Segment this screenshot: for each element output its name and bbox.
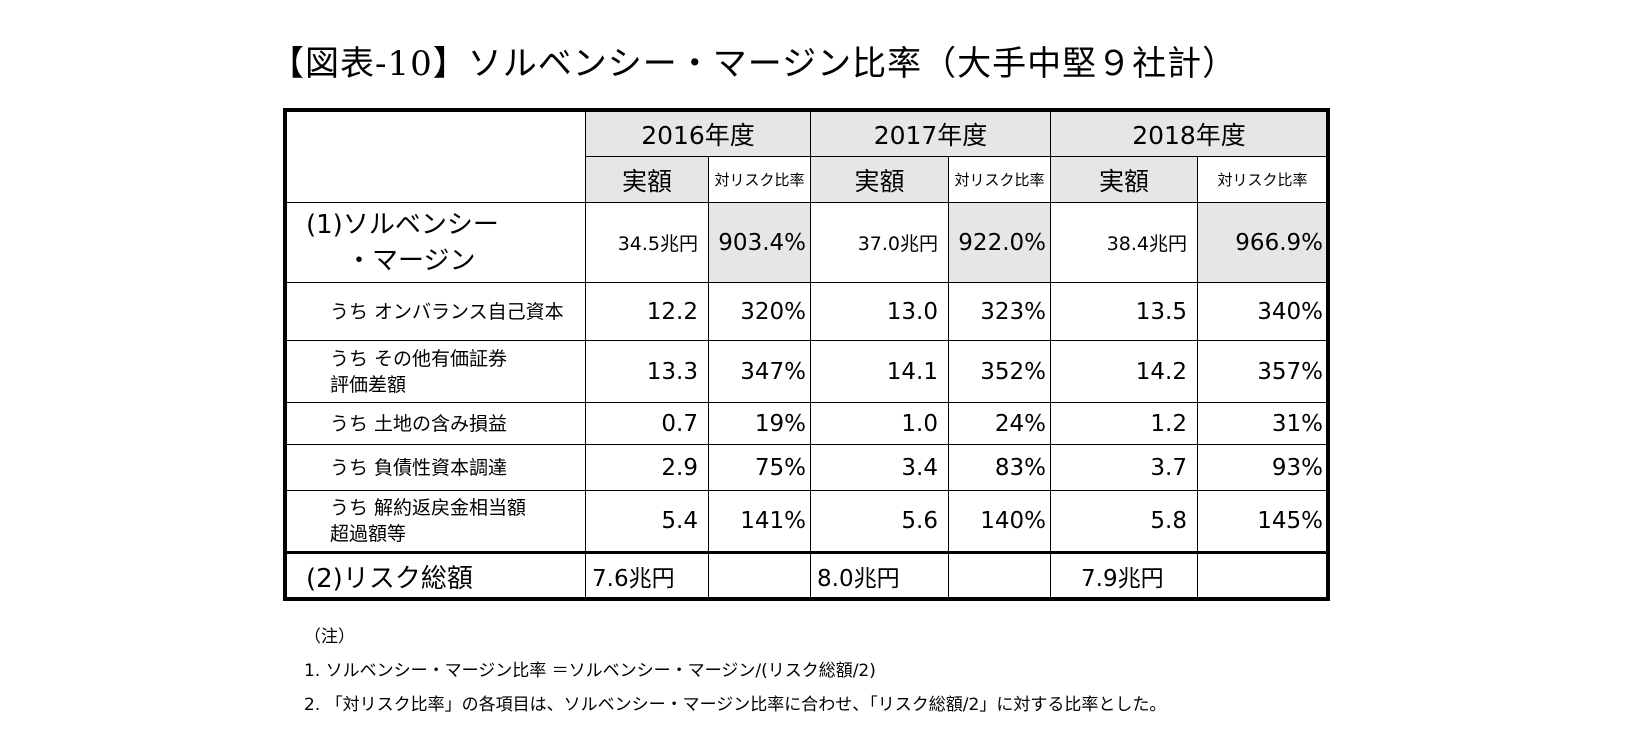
table-cell-amount: 14.2 [1050, 340, 1198, 403]
table-cell-amount: 14.1 [810, 340, 949, 403]
year-header-2016: 2016年度 [585, 110, 811, 157]
notes: （注） 1. ソルベンシー・マージン比率 ＝ソルベンシー・マージン/(リスク総額… [304, 624, 1166, 726]
table-cell-amount: 3.7 [1050, 444, 1198, 491]
solvency-ratio-2016: 903.4% [708, 202, 811, 283]
header-blank-cell [285, 110, 586, 203]
col-ratio-header: 対リスク比率 [1197, 156, 1328, 203]
notes-heading: （注） [304, 627, 355, 647]
col-ratio-header: 対リスク比率 [948, 156, 1051, 203]
col-amount-header: 実額 [585, 156, 709, 203]
page-title: 【図表-10】ソルベンシー・マージン比率（大手中堅９社計） [270, 44, 1238, 84]
row-label-land-gains: うち 土地の含み損益 [285, 402, 586, 445]
table-cell-amount: 3.4 [810, 444, 949, 491]
risk-total-label: (2)リスク総額 [285, 551, 586, 599]
table-cell-ratio: 320% [708, 282, 811, 341]
row-label-onbalance-capital: うち オンバランス自己資本 [285, 282, 586, 341]
table-cell-ratio: 140% [948, 490, 1051, 553]
table-cell-ratio: 323% [948, 282, 1051, 341]
col-amount-header: 実額 [810, 156, 949, 203]
table-cell-amount: 2.9 [585, 444, 709, 491]
row-label-debt-capital: うち 負債性資本調達 [285, 444, 586, 491]
year-header-2018: 2018年度 [1050, 110, 1328, 157]
table-cell-amount: 12.2 [585, 282, 709, 341]
table-cell-ratio: 75% [708, 444, 811, 491]
table-cell-amount: 13.0 [810, 282, 949, 341]
solvency-margin-table: 2016年度 2017年度 2018年度 実額 対リスク比率 実額 対リスク比率… [283, 108, 1330, 601]
table-cell-ratio: 83% [948, 444, 1051, 491]
note-1: 1. ソルベンシー・マージン比率 ＝ソルベンシー・マージン/(リスク総額/2) [304, 661, 876, 681]
table-cell-amount: 13.3 [585, 340, 709, 403]
table-cell-ratio: 357% [1197, 340, 1328, 403]
table-cell-ratio: 93% [1197, 444, 1328, 491]
table-cell-amount: 1.2 [1050, 402, 1198, 445]
empty-cell [1197, 551, 1328, 599]
table-cell-amount: 5.4 [585, 490, 709, 553]
table-cell-ratio: 24% [948, 402, 1051, 445]
col-amount-header: 実額 [1050, 156, 1198, 203]
row-label-securities-valuation: うち その他有価証券 評価差額 [285, 340, 586, 403]
table-cell-ratio: 19% [708, 402, 811, 445]
table-cell-amount: 0.7 [585, 402, 709, 445]
solvency-margin-label: (1)ソルベンシー ・マージン [285, 202, 586, 283]
empty-cell [948, 551, 1051, 599]
table-cell-ratio: 340% [1197, 282, 1328, 341]
table-cell-ratio: 347% [708, 340, 811, 403]
risk-total-2016: 7.6兆円 [585, 551, 709, 599]
table-cell-amount: 5.6 [810, 490, 949, 553]
empty-cell [708, 551, 811, 599]
risk-total-2018: 7.9兆円 [1050, 551, 1198, 599]
table-cell-ratio: 145% [1197, 490, 1328, 553]
solvency-amount-2018: 38.4兆円 [1050, 202, 1198, 283]
solvency-ratio-2018: 966.9% [1197, 202, 1328, 283]
risk-total-2017: 8.0兆円 [810, 551, 949, 599]
col-ratio-header: 対リスク比率 [708, 156, 811, 203]
table-cell-ratio: 31% [1197, 402, 1328, 445]
table-cell-amount: 13.5 [1050, 282, 1198, 341]
table-cell-amount: 5.8 [1050, 490, 1198, 553]
table-cell-amount: 1.0 [810, 402, 949, 445]
row-label-surrender-excess: うち 解約返戻金相当額 超過額等 [285, 490, 586, 553]
note-2: 2. 「対リスク比率」の各項目は、ソルベンシー・マージン比率に合わせ、「リスク総… [304, 695, 1167, 715]
solvency-ratio-2017: 922.0% [948, 202, 1051, 283]
solvency-amount-2016: 34.5兆円 [585, 202, 709, 283]
solvency-amount-2017: 37.0兆円 [810, 202, 949, 283]
year-header-2017: 2017年度 [810, 110, 1051, 157]
table-cell-ratio: 141% [708, 490, 811, 553]
table-cell-ratio: 352% [948, 340, 1051, 403]
